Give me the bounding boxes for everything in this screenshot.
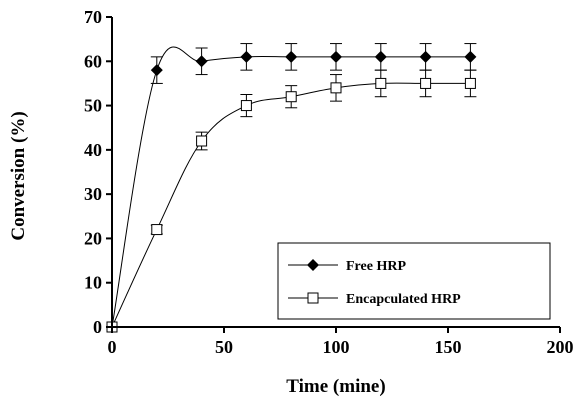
data-point-encapculated-hrp xyxy=(464,77,476,89)
data-point-free-hrp xyxy=(150,64,163,77)
x-tick-label: 200 xyxy=(547,337,574,357)
legend-box xyxy=(277,242,551,320)
data-point-encapculated-hrp xyxy=(375,77,387,89)
legend-label-free-hrp: Free HRP xyxy=(346,259,406,274)
x-tick-label: 100 xyxy=(323,337,350,357)
axes: 0 10 20 30 40 50 60 70 0 50 100 150 200 xyxy=(84,7,574,357)
y-tick-label: 30 xyxy=(84,184,102,204)
y-tick-label: 60 xyxy=(84,51,102,71)
x-tick-label: 150 xyxy=(435,337,462,357)
y-tick-label: 70 xyxy=(84,7,102,27)
x-tick-label: 0 xyxy=(108,337,117,357)
legend: Free HRP Encapculated HRP xyxy=(277,242,551,320)
legend-marker-free-hrp xyxy=(307,259,319,271)
x-axis-title: Time (mine) xyxy=(286,376,385,397)
data-point-encapculated-hrp xyxy=(196,135,208,147)
data-point-encapculated-hrp xyxy=(420,77,432,89)
data-point-free-hrp xyxy=(374,50,387,63)
data-point-free-hrp xyxy=(195,55,208,68)
data-point-encapculated-hrp xyxy=(240,100,252,112)
y-tick-label: 20 xyxy=(84,228,102,248)
data-point-free-hrp xyxy=(464,50,477,63)
series-line-free-hrp xyxy=(111,46,471,328)
y-axis-title: Conversion (%) xyxy=(8,111,29,240)
data-point-free-hrp xyxy=(240,50,253,63)
data-point-encapculated-hrp xyxy=(285,91,297,103)
data-point-free-hrp xyxy=(419,50,432,63)
y-tick-label: 10 xyxy=(84,273,102,293)
y-tick-label: 40 xyxy=(84,140,102,160)
data-point-free-hrp xyxy=(285,50,298,63)
y-tick-label: 0 xyxy=(93,317,102,337)
legend-marker-encap-hrp xyxy=(307,292,319,304)
y-tick-label: 50 xyxy=(84,96,102,116)
x-tick-label: 50 xyxy=(215,337,233,357)
data-point-encapculated-hrp xyxy=(330,82,342,94)
plot-area xyxy=(106,43,477,333)
data-point-free-hrp xyxy=(330,50,342,63)
legend-label-encap-hrp: Encapculated HRP xyxy=(346,292,461,307)
data-point-encapculated-hrp xyxy=(151,224,163,236)
